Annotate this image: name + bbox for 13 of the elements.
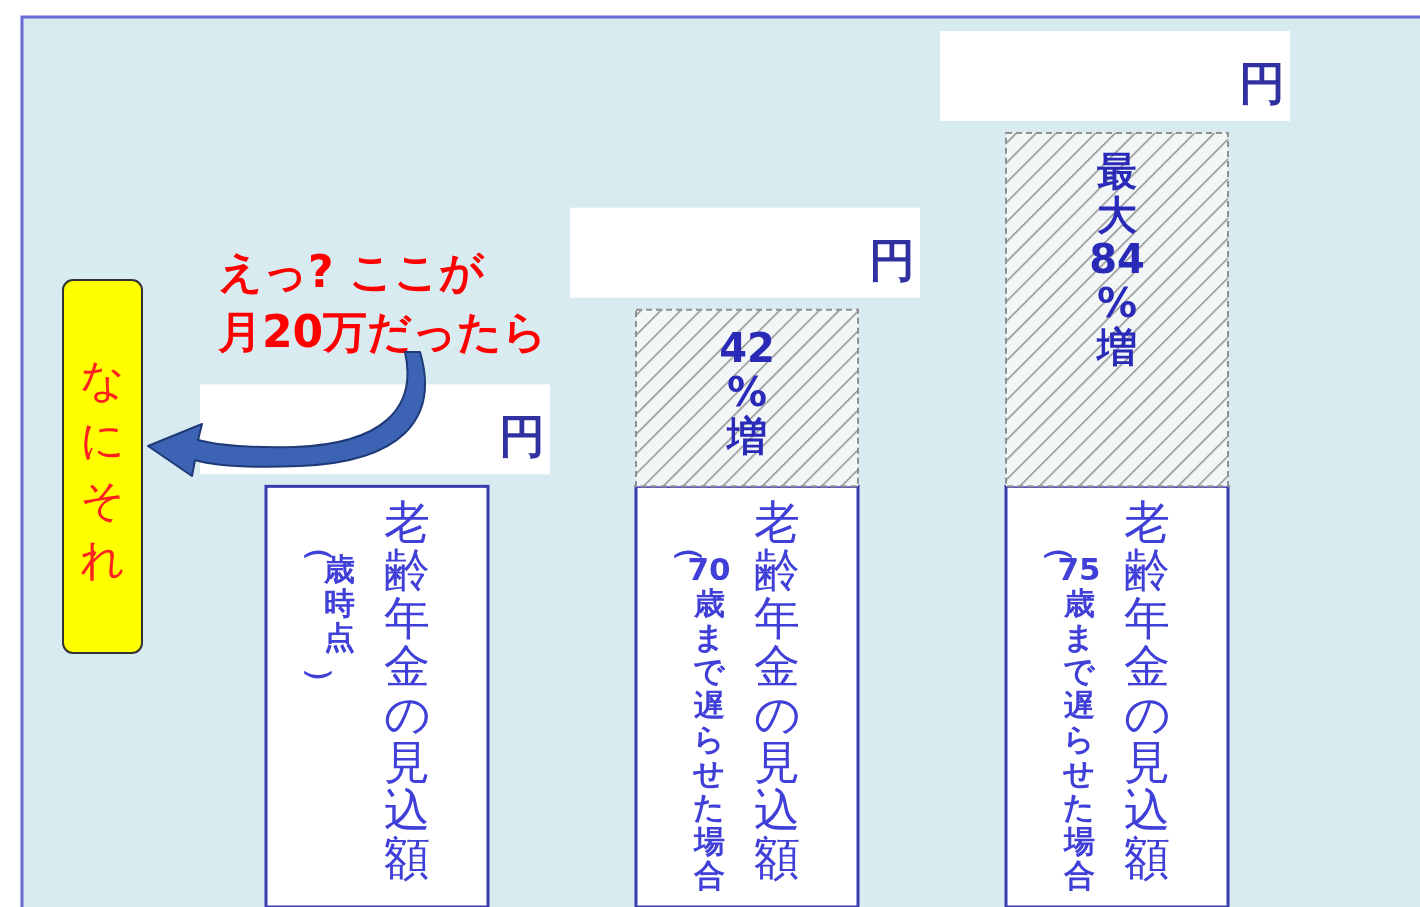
annotation: えっ? ここが月20万だったら [217, 246, 548, 357]
annotation: 円 [869, 232, 915, 287]
data-label: 42%増 [719, 324, 775, 459]
annotation: 円 [499, 409, 545, 464]
x-tick-label: 老齢年金の見込額 [753, 495, 801, 886]
annotation: （歳時点） [302, 530, 355, 698]
text: なにそれ [79, 354, 125, 585]
x-tick-label: 老齢年金の見込額 [383, 495, 431, 886]
text: （70歳まで遅らせた場合 [672, 530, 731, 894]
x-tick-label: 老齢年金の見込額 [1123, 495, 1171, 886]
data-label: 最大84%増 [1089, 148, 1145, 370]
text: 円 [1239, 56, 1285, 110]
text: （75歳まで遅らせた場合 [1042, 530, 1101, 894]
